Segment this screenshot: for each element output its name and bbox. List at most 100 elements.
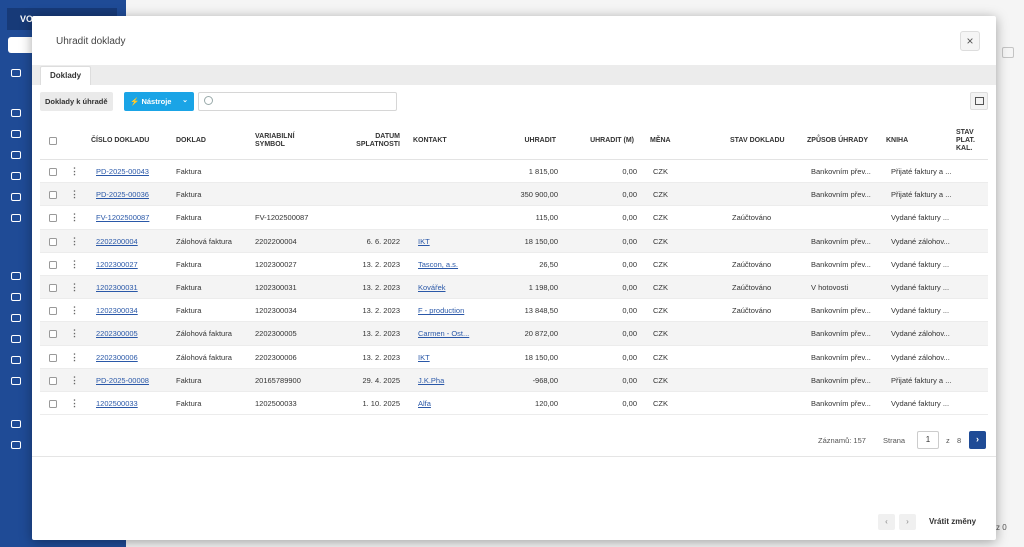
select-all-checkbox[interactable] <box>49 137 57 145</box>
cell-kontakt[interactable]: IKT <box>418 352 430 362</box>
col-kniha[interactable]: KNIHA <box>886 136 909 144</box>
menu-icon[interactable] <box>11 130 21 138</box>
cell-kontakt[interactable]: IKT <box>418 236 430 246</box>
tab-doklady[interactable]: Doklady <box>40 66 92 85</box>
col-mena[interactable]: MĚNA <box>650 136 671 144</box>
col-uhradit[interactable]: UHRADIT <box>524 136 557 144</box>
menu-icon[interactable] <box>11 214 21 222</box>
cell-uhradit-m: 0,00 <box>622 167 637 176</box>
table-row[interactable]: ⋮ FV-1202500087 Faktura FV-1202500087 115,00… <box>40 206 988 230</box>
row-menu-icon[interactable]: ⋮ <box>70 351 79 362</box>
table-row[interactable]: ⋮ PD-2025-00036 Faktura 350 900,00 0,00 CZK Ba… <box>40 183 988 207</box>
row-menu-icon[interactable]: ⋮ <box>70 305 79 316</box>
table-row[interactable]: ⋮ 1202500033 Faktura 1202500033 1. 10. 2025 A… <box>40 392 988 416</box>
cell-uhradit-m: 0,00 <box>622 236 637 246</box>
table-row[interactable]: ⋮ 2202300006 Zálohová faktura 2202300006 13.… <box>40 346 988 369</box>
close-icon[interactable]: × <box>960 31 980 51</box>
row-checkbox[interactable] <box>49 260 57 269</box>
table-row[interactable]: ⋮ PD-2025-00008 Faktura 20165789900 29. 4. 2… <box>40 368 988 392</box>
cell-kontakt[interactable] <box>418 160 478 183</box>
cell-variabilni-symbol: 1202300034 <box>255 306 297 316</box>
row-menu-icon[interactable]: ⋮ <box>70 235 79 246</box>
cell-cislo-dokladu[interactable]: 1202300034 <box>96 306 138 316</box>
cell-cislo-dokladu[interactable]: 2202200004 <box>96 236 138 246</box>
column-settings-button[interactable] <box>970 92 988 110</box>
table-row[interactable]: ⋮ 1202300031 Faktura 1202300031 13. 2. 2023 K… <box>40 275 988 300</box>
cell-kontakt[interactable]: F - production <box>418 306 465 316</box>
row-checkbox[interactable] <box>49 376 57 385</box>
menu-icon[interactable] <box>11 314 21 322</box>
col-cislo-dokladu[interactable]: ČÍSLO DOKLADU <box>91 136 150 144</box>
row-checkbox[interactable] <box>49 191 57 200</box>
prev-arrow-icon[interactable]: ‹ <box>878 514 895 530</box>
menu-icon[interactable] <box>11 172 21 180</box>
undo-changes-button[interactable]: Vrátit změny <box>929 517 977 526</box>
search-input[interactable] <box>217 95 392 108</box>
cell-kontakt[interactable]: J.K.Pha <box>418 375 445 385</box>
cell-cislo-dokladu[interactable]: PD-2025-00008 <box>96 375 149 385</box>
menu-icon[interactable] <box>11 109 21 117</box>
menu-icon[interactable] <box>11 420 21 428</box>
col-kontakt[interactable]: KONTAKT <box>413 136 447 144</box>
row-checkbox[interactable] <box>49 307 57 316</box>
col-variabilni-symbol[interactable]: VARIABILNÍ SYMBOL <box>255 132 295 148</box>
row-menu-icon[interactable]: ⋮ <box>70 397 79 408</box>
search-field[interactable] <box>198 92 397 111</box>
table-row[interactable]: ⋮ 2202300005 Zálohová faktura 2202300005 13.… <box>40 322 988 346</box>
menu-icon[interactable] <box>11 272 21 280</box>
row-checkbox[interactable] <box>49 330 57 339</box>
cell-mena: CZK <box>653 213 668 223</box>
menu-icon[interactable] <box>11 151 21 159</box>
table-row[interactable]: ⋮ 1202300027 Faktura 1202300027 13. 2. 2023 T… <box>40 253 988 276</box>
cell-cislo-dokladu[interactable]: PD-2025-00043 <box>96 167 149 176</box>
cell-cislo-dokladu[interactable]: 2202300005 <box>96 329 138 339</box>
documents-to-pay-button[interactable]: Doklady k úhradě <box>40 92 113 111</box>
row-menu-icon[interactable]: ⋮ <box>70 212 79 223</box>
home-icon[interactable] <box>11 69 21 77</box>
cell-kontakt[interactable]: Carmen - Ost... <box>418 329 470 339</box>
menu-icon[interactable] <box>11 335 21 343</box>
row-checkbox[interactable] <box>49 283 57 292</box>
row-checkbox[interactable] <box>49 237 57 246</box>
cart-icon[interactable] <box>11 441 21 449</box>
next-arrow-icon[interactable]: › <box>899 514 916 530</box>
cell-cislo-dokladu[interactable]: PD-2025-00036 <box>96 190 149 200</box>
col-uhradit-m[interactable]: UHRADIT (M) <box>590 136 634 144</box>
page-number-input[interactable]: 1 <box>917 431 939 449</box>
col-doklad[interactable]: DOKLAD <box>176 136 206 144</box>
row-menu-icon[interactable]: ⋮ <box>70 166 79 176</box>
row-checkbox[interactable] <box>49 399 57 408</box>
row-checkbox[interactable] <box>49 214 57 223</box>
cell-cislo-dokladu[interactable]: 1202500033 <box>96 398 138 408</box>
row-menu-icon[interactable]: ⋮ <box>70 189 79 200</box>
tools-button[interactable]: ⚡ Nástroje ⌄ <box>124 92 194 111</box>
cell-cislo-dokladu[interactable]: 1202300027 <box>96 259 138 269</box>
table-row[interactable]: ⋮ 1202300034 Faktura 1202300034 13. 2. 2023 F… <box>40 299 988 323</box>
cell-cislo-dokladu[interactable]: 2202300006 <box>96 352 138 362</box>
col-stav-dokladu[interactable]: STAV DOKLADU <box>730 136 785 144</box>
col-datum-splatnosti[interactable]: DATUM SPLATNOSTI <box>356 132 400 148</box>
cell-kontakt[interactable] <box>418 206 478 229</box>
cell-kontakt[interactable] <box>418 183 478 206</box>
row-checkbox[interactable] <box>49 353 57 362</box>
row-checkbox[interactable] <box>49 168 57 176</box>
columns-icon[interactable] <box>1002 47 1014 58</box>
col-zpusob-uhrady[interactable]: ZPŮSOB ÚHRADY <box>807 136 869 144</box>
cell-kontakt[interactable]: Tascon, a.s. <box>418 259 459 269</box>
cell-cislo-dokladu[interactable]: FV-1202500087 <box>96 213 150 223</box>
cell-kontakt[interactable]: Alfa <box>418 398 431 408</box>
col-stav-plat-kal[interactable]: STAV PLAT. KAL. <box>956 128 975 152</box>
next-page-button[interactable]: › <box>969 431 986 449</box>
cell-kontakt[interactable]: Kovářek <box>418 282 446 292</box>
cell-cislo-dokladu[interactable]: 1202300031 <box>96 282 138 292</box>
menu-icon[interactable] <box>11 377 21 385</box>
row-menu-icon[interactable]: ⋮ <box>70 374 79 385</box>
menu-icon[interactable] <box>11 293 21 301</box>
table-row[interactable]: ⋮ PD-2025-00043 Faktura 1 815,00 0,00 CZK Bank… <box>40 160 988 184</box>
row-menu-icon[interactable]: ⋮ <box>70 258 79 269</box>
row-menu-icon[interactable]: ⋮ <box>70 281 79 292</box>
menu-icon[interactable] <box>11 356 21 364</box>
menu-icon[interactable] <box>11 193 21 201</box>
table-row[interactable]: ⋮ 2202200004 Zálohová faktura 2202200004 6. … <box>40 229 988 253</box>
row-menu-icon[interactable]: ⋮ <box>70 328 79 339</box>
